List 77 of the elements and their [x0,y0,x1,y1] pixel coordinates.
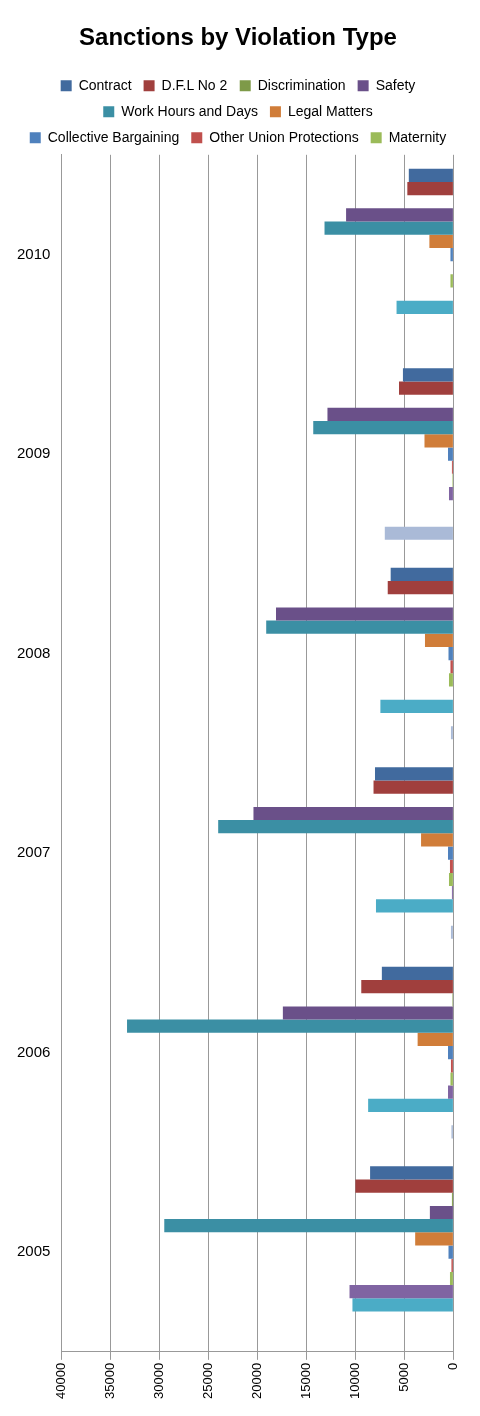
legend-label: Maternity [388,128,447,145]
bar [380,699,453,713]
bar [384,526,453,540]
bar [387,580,453,595]
x-tick-label: 5000 [395,1362,411,1392]
x-tick-label: 30000 [150,1362,166,1400]
bar [424,633,453,647]
bar [415,1232,453,1246]
bar [448,646,453,661]
bar [352,1298,453,1312]
y-tick-label: 2008 [16,643,51,661]
bar [374,767,453,781]
legend-label: Collective Bargaining [47,128,180,145]
x-tick-label: 25000 [199,1362,215,1400]
bar [448,673,453,687]
bar [313,421,453,435]
bar [253,806,453,821]
bar [424,434,453,448]
bar [399,381,453,395]
bar [429,234,453,248]
legend-label: Safety [375,76,416,93]
bar [375,899,453,913]
y-tick-label: 2006 [16,1042,51,1060]
legend-label: Contract [78,76,132,93]
bar [373,780,453,794]
bar [218,820,453,834]
bar [370,1166,453,1180]
chart-title: Sanctions by Violation Type [79,23,397,51]
y-tick-label: 2007 [16,843,51,861]
bar [355,1179,453,1193]
bar [346,208,453,222]
x-tick-label: 15000 [297,1362,313,1400]
bar [449,1271,453,1286]
legend-label: Other Union Protections [209,128,359,145]
bar [402,368,453,382]
legend-label: Discrimination [257,76,346,93]
bar [327,407,453,422]
bar [450,247,453,262]
bar [266,620,453,634]
bar [449,859,453,873]
x-tick-label: 10000 [346,1362,362,1400]
bar [448,487,453,501]
y-tick-label: 2005 [16,1242,51,1260]
bar [417,1032,453,1046]
bar [276,607,453,621]
bar [448,872,453,887]
bar [448,1085,453,1099]
bar [448,447,453,461]
bar [381,966,453,980]
x-tick-label: 40000 [52,1362,68,1400]
bar [361,980,453,994]
bar [450,660,453,674]
y-tick-label: 2010 [16,244,51,262]
bar [450,1072,453,1086]
bar [324,221,453,235]
x-tick-label: 35000 [101,1362,117,1400]
bar [450,274,453,288]
bar [448,846,453,860]
bar [407,181,453,196]
bar [164,1219,453,1233]
bar [448,1245,453,1259]
legend-label: Legal Matters [287,102,373,119]
bar [127,1019,453,1033]
bar [421,833,453,847]
y-tick-label: 2009 [16,444,51,462]
bar [349,1285,453,1299]
bar [282,1006,453,1020]
bar [368,1098,453,1112]
bar [396,300,453,314]
bar [390,567,453,581]
bar [429,1205,453,1220]
legend-label: D.F.L No 2 [161,76,228,93]
bar [408,168,453,182]
legend-label: Work Hours and Days [121,102,258,119]
x-tick-label: 20000 [248,1362,264,1400]
x-tick-label: 0 [444,1362,460,1371]
bar [448,1045,453,1060]
